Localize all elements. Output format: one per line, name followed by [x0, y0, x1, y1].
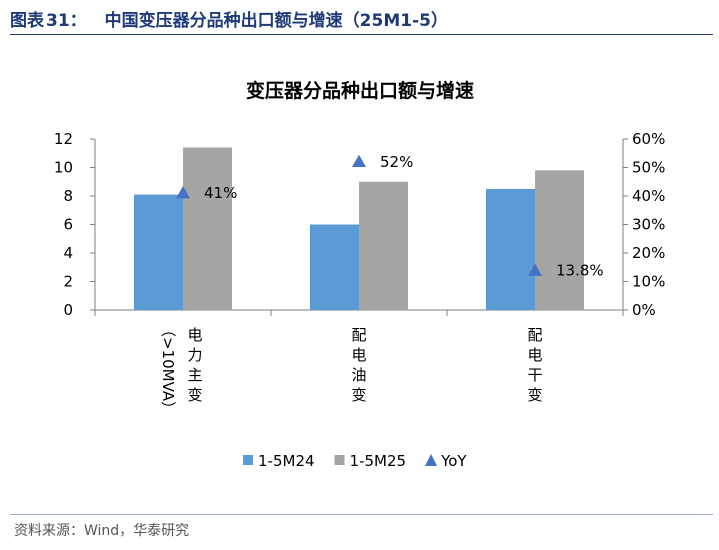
y2-tick-label: 10% — [632, 273, 665, 291]
y2-tick-label: 20% — [632, 244, 665, 262]
chart: 变压器分品种出口额与增速 0 2 4 6 8 10 12 0% 10% 20% 30% 40% 50% 6… — [54, 79, 665, 470]
header-rule — [10, 34, 713, 35]
y-tick-label: 4 — [63, 244, 73, 262]
legend-label: 1-5M25 — [350, 452, 407, 470]
category-label: 配电油变 — [351, 326, 366, 404]
source-note: 资料来源：Wind，华泰研究 — [14, 523, 190, 539]
figure-header: 图表 31： 中国变压器分品种出口额与增速（25M1-5） — [10, 6, 448, 31]
y-tick-label: 6 — [63, 216, 73, 234]
yoy-data-label: 13.8% — [556, 262, 604, 280]
y2-tick-label: 30% — [632, 216, 665, 234]
y2-tick-label: 50% — [632, 159, 665, 177]
y2-tick-label: 60% — [632, 130, 665, 148]
bar-1-5M24 — [134, 194, 183, 310]
legend-swatch — [334, 455, 345, 465]
chart-title: 变压器分品种出口额与增速 — [246, 79, 474, 102]
y-tick-label: 10 — [54, 159, 73, 177]
y2-tick-label: 40% — [632, 187, 665, 205]
figure-number: 31： — [46, 11, 87, 31]
figure-label: 图表 — [10, 11, 44, 31]
y2-tick-label: 0% — [632, 301, 656, 319]
bar-1-5M25 — [359, 181, 408, 310]
y-tick-label: 2 — [63, 273, 73, 291]
category-label: 配电干变 — [527, 326, 542, 404]
bar-1-5M25 — [183, 147, 232, 310]
yoy-data-label: 41% — [204, 184, 237, 202]
legend: 1-5M24 1-5M25 YoY — [243, 452, 467, 470]
category-label: 电力主变 — [187, 326, 202, 404]
figure-title: 中国变压器分品种出口额与增速（25M1-5） — [104, 11, 448, 31]
yoy-marker — [352, 154, 366, 168]
bar-1-5M25 — [535, 170, 584, 310]
yoy-marker — [528, 263, 542, 276]
footer-rule — [10, 514, 713, 515]
yoy-marker — [176, 186, 190, 199]
legend-label: YoY — [440, 452, 467, 470]
y-tick-label: 8 — [63, 187, 73, 205]
y-tick-label: 12 — [54, 130, 73, 148]
yoy-data-label: 52% — [380, 153, 413, 171]
y-tick-label: 0 — [63, 301, 73, 319]
legend-swatch — [243, 455, 253, 465]
category-label-sub: （>10MVA） — [159, 322, 177, 416]
legend-swatch — [425, 454, 438, 466]
bar-1-5M24 — [310, 224, 359, 310]
plot-area: 0 2 4 6 8 10 12 0% 10% 20% 30% 40% 50% 60% 41% 52% 13.8%… — [54, 130, 665, 416]
bar-1-5M24 — [486, 188, 535, 310]
legend-label: 1-5M24 — [258, 452, 315, 470]
